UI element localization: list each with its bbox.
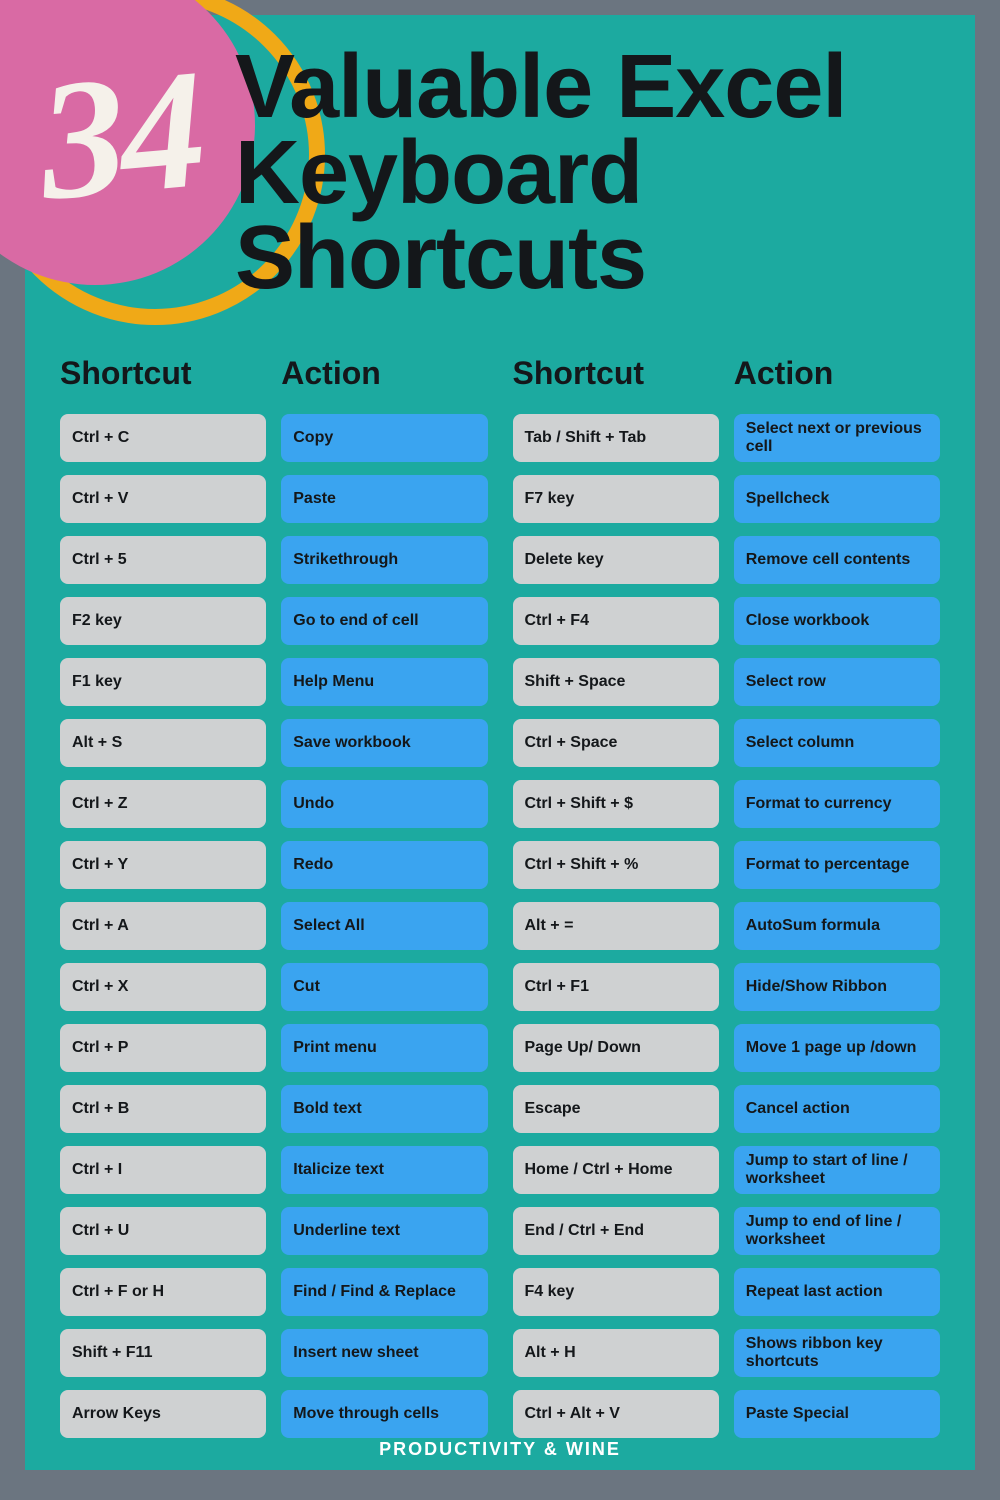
- left-shortcut-rows: Ctrl + C Ctrl + V Ctrl + 5 F2 key F1 key Alt …: [60, 414, 266, 1438]
- action-cell: Jump to start of line / worksheet: [734, 1146, 940, 1194]
- action-cell: Format to currency: [734, 780, 940, 828]
- shortcut-cell: Ctrl + Shift + $: [513, 780, 719, 828]
- action-cell: Spellcheck: [734, 475, 940, 523]
- shortcut-cell: F7 key: [513, 475, 719, 523]
- shortcut-cell: Ctrl + X: [60, 963, 266, 1011]
- right-action-col: Action Select next or previous cell Spell…: [734, 355, 940, 1420]
- right-group: Shortcut Tab / Shift + Tab F7 key Delete k…: [513, 355, 941, 1420]
- header-number: 34: [33, 43, 207, 226]
- col-header-action: Action: [734, 355, 940, 392]
- action-cell: Save workbook: [281, 719, 487, 767]
- action-cell: Help Menu: [281, 658, 487, 706]
- action-cell: Bold text: [281, 1085, 487, 1133]
- action-cell: Strikethrough: [281, 536, 487, 584]
- left-action-col: Action Copy Paste Strikethrough Go to end o…: [281, 355, 487, 1420]
- shortcut-cell: Alt + H: [513, 1329, 719, 1377]
- action-cell: Shows ribbon key shortcuts: [734, 1329, 940, 1377]
- col-header-shortcut: Shortcut: [513, 355, 719, 392]
- action-cell: Move 1 page up /down: [734, 1024, 940, 1072]
- shortcut-cell: Ctrl + F1: [513, 963, 719, 1011]
- action-cell: Select column: [734, 719, 940, 767]
- shortcut-cell: Escape: [513, 1085, 719, 1133]
- right-action-rows: Select next or previous cell Spellcheck Re…: [734, 414, 940, 1438]
- action-cell: Select next or previous cell: [734, 414, 940, 462]
- left-action-rows: Copy Paste Strikethrough Go to end of cell H…: [281, 414, 487, 1438]
- shortcut-cell: Ctrl + Shift + %: [513, 841, 719, 889]
- shortcut-cell: Alt + =: [513, 902, 719, 950]
- action-cell: AutoSum formula: [734, 902, 940, 950]
- shortcut-cell: Ctrl + 5: [60, 536, 266, 584]
- action-cell: Print menu: [281, 1024, 487, 1072]
- shortcut-cell: Delete key: [513, 536, 719, 584]
- action-cell: Insert new sheet: [281, 1329, 487, 1377]
- title-line-2: Keyboard Shortcuts: [235, 123, 646, 309]
- col-header-shortcut: Shortcut: [60, 355, 266, 392]
- action-cell: Repeat last action: [734, 1268, 940, 1316]
- action-cell: Redo: [281, 841, 487, 889]
- left-shortcut-col: Shortcut Ctrl + C Ctrl + V Ctrl + 5 F2 key F…: [60, 355, 266, 1420]
- shortcut-cell: Shift + Space: [513, 658, 719, 706]
- shortcut-cell: Shift + F11: [60, 1329, 266, 1377]
- action-cell: Go to end of cell: [281, 597, 487, 645]
- shortcut-cell: Home / Ctrl + Home: [513, 1146, 719, 1194]
- footer-brand: PRODUCTIVITY & WINE: [25, 1439, 975, 1460]
- shortcut-cell: Ctrl + B: [60, 1085, 266, 1133]
- shortcut-cell: Ctrl + A: [60, 902, 266, 950]
- shortcut-cell: Ctrl + Space: [513, 719, 719, 767]
- action-cell: Undo: [281, 780, 487, 828]
- action-cell: Italicize text: [281, 1146, 487, 1194]
- shortcut-cell: Ctrl + C: [60, 414, 266, 462]
- page-title: Valuable Excel Keyboard Shortcuts: [235, 45, 975, 302]
- content-grid: Shortcut Ctrl + C Ctrl + V Ctrl + 5 F2 key F…: [60, 355, 940, 1420]
- shortcut-cell: F2 key: [60, 597, 266, 645]
- action-cell: Close workbook: [734, 597, 940, 645]
- shortcut-cell: Tab / Shift + Tab: [513, 414, 719, 462]
- shortcut-cell: Ctrl + P: [60, 1024, 266, 1072]
- action-cell: Cancel action: [734, 1085, 940, 1133]
- shortcut-cell: Ctrl + U: [60, 1207, 266, 1255]
- right-shortcut-col: Shortcut Tab / Shift + Tab F7 key Delete k…: [513, 355, 719, 1420]
- shortcut-cell: Arrow Keys: [60, 1390, 266, 1438]
- action-cell: Copy: [281, 414, 487, 462]
- shortcut-cell: Ctrl + Z: [60, 780, 266, 828]
- action-cell: Paste: [281, 475, 487, 523]
- action-cell: Select row: [734, 658, 940, 706]
- col-header-action: Action: [281, 355, 487, 392]
- action-cell: Move through cells: [281, 1390, 487, 1438]
- shortcut-cell: End / Ctrl + End: [513, 1207, 719, 1255]
- action-cell: Jump to end of line / worksheet: [734, 1207, 940, 1255]
- shortcut-cell: Ctrl + V: [60, 475, 266, 523]
- left-group: Shortcut Ctrl + C Ctrl + V Ctrl + 5 F2 key F…: [60, 355, 488, 1420]
- shortcut-cell: Ctrl + Y: [60, 841, 266, 889]
- shortcut-cell: F4 key: [513, 1268, 719, 1316]
- action-cell: Hide/Show Ribbon: [734, 963, 940, 1011]
- shortcut-cell: Alt + S: [60, 719, 266, 767]
- action-cell: Paste Special: [734, 1390, 940, 1438]
- shortcut-cell: Ctrl + F4: [513, 597, 719, 645]
- shortcut-cell: Ctrl + F or H: [60, 1268, 266, 1316]
- action-cell: Remove cell contents: [734, 536, 940, 584]
- action-cell: Underline text: [281, 1207, 487, 1255]
- action-cell: Find / Find & Replace: [281, 1268, 487, 1316]
- right-shortcut-rows: Tab / Shift + Tab F7 key Delete key Ctrl + …: [513, 414, 719, 1438]
- action-cell: Select All: [281, 902, 487, 950]
- shortcut-cell: Ctrl + Alt + V: [513, 1390, 719, 1438]
- shortcut-cell: Page Up/ Down: [513, 1024, 719, 1072]
- action-cell: Cut: [281, 963, 487, 1011]
- infographic-canvas: 34 Valuable Excel Keyboard Shortcuts Sho…: [25, 15, 975, 1470]
- header: 34 Valuable Excel Keyboard Shortcuts: [25, 15, 975, 325]
- action-cell: Format to percentage: [734, 841, 940, 889]
- shortcut-cell: Ctrl + I: [60, 1146, 266, 1194]
- shortcut-cell: F1 key: [60, 658, 266, 706]
